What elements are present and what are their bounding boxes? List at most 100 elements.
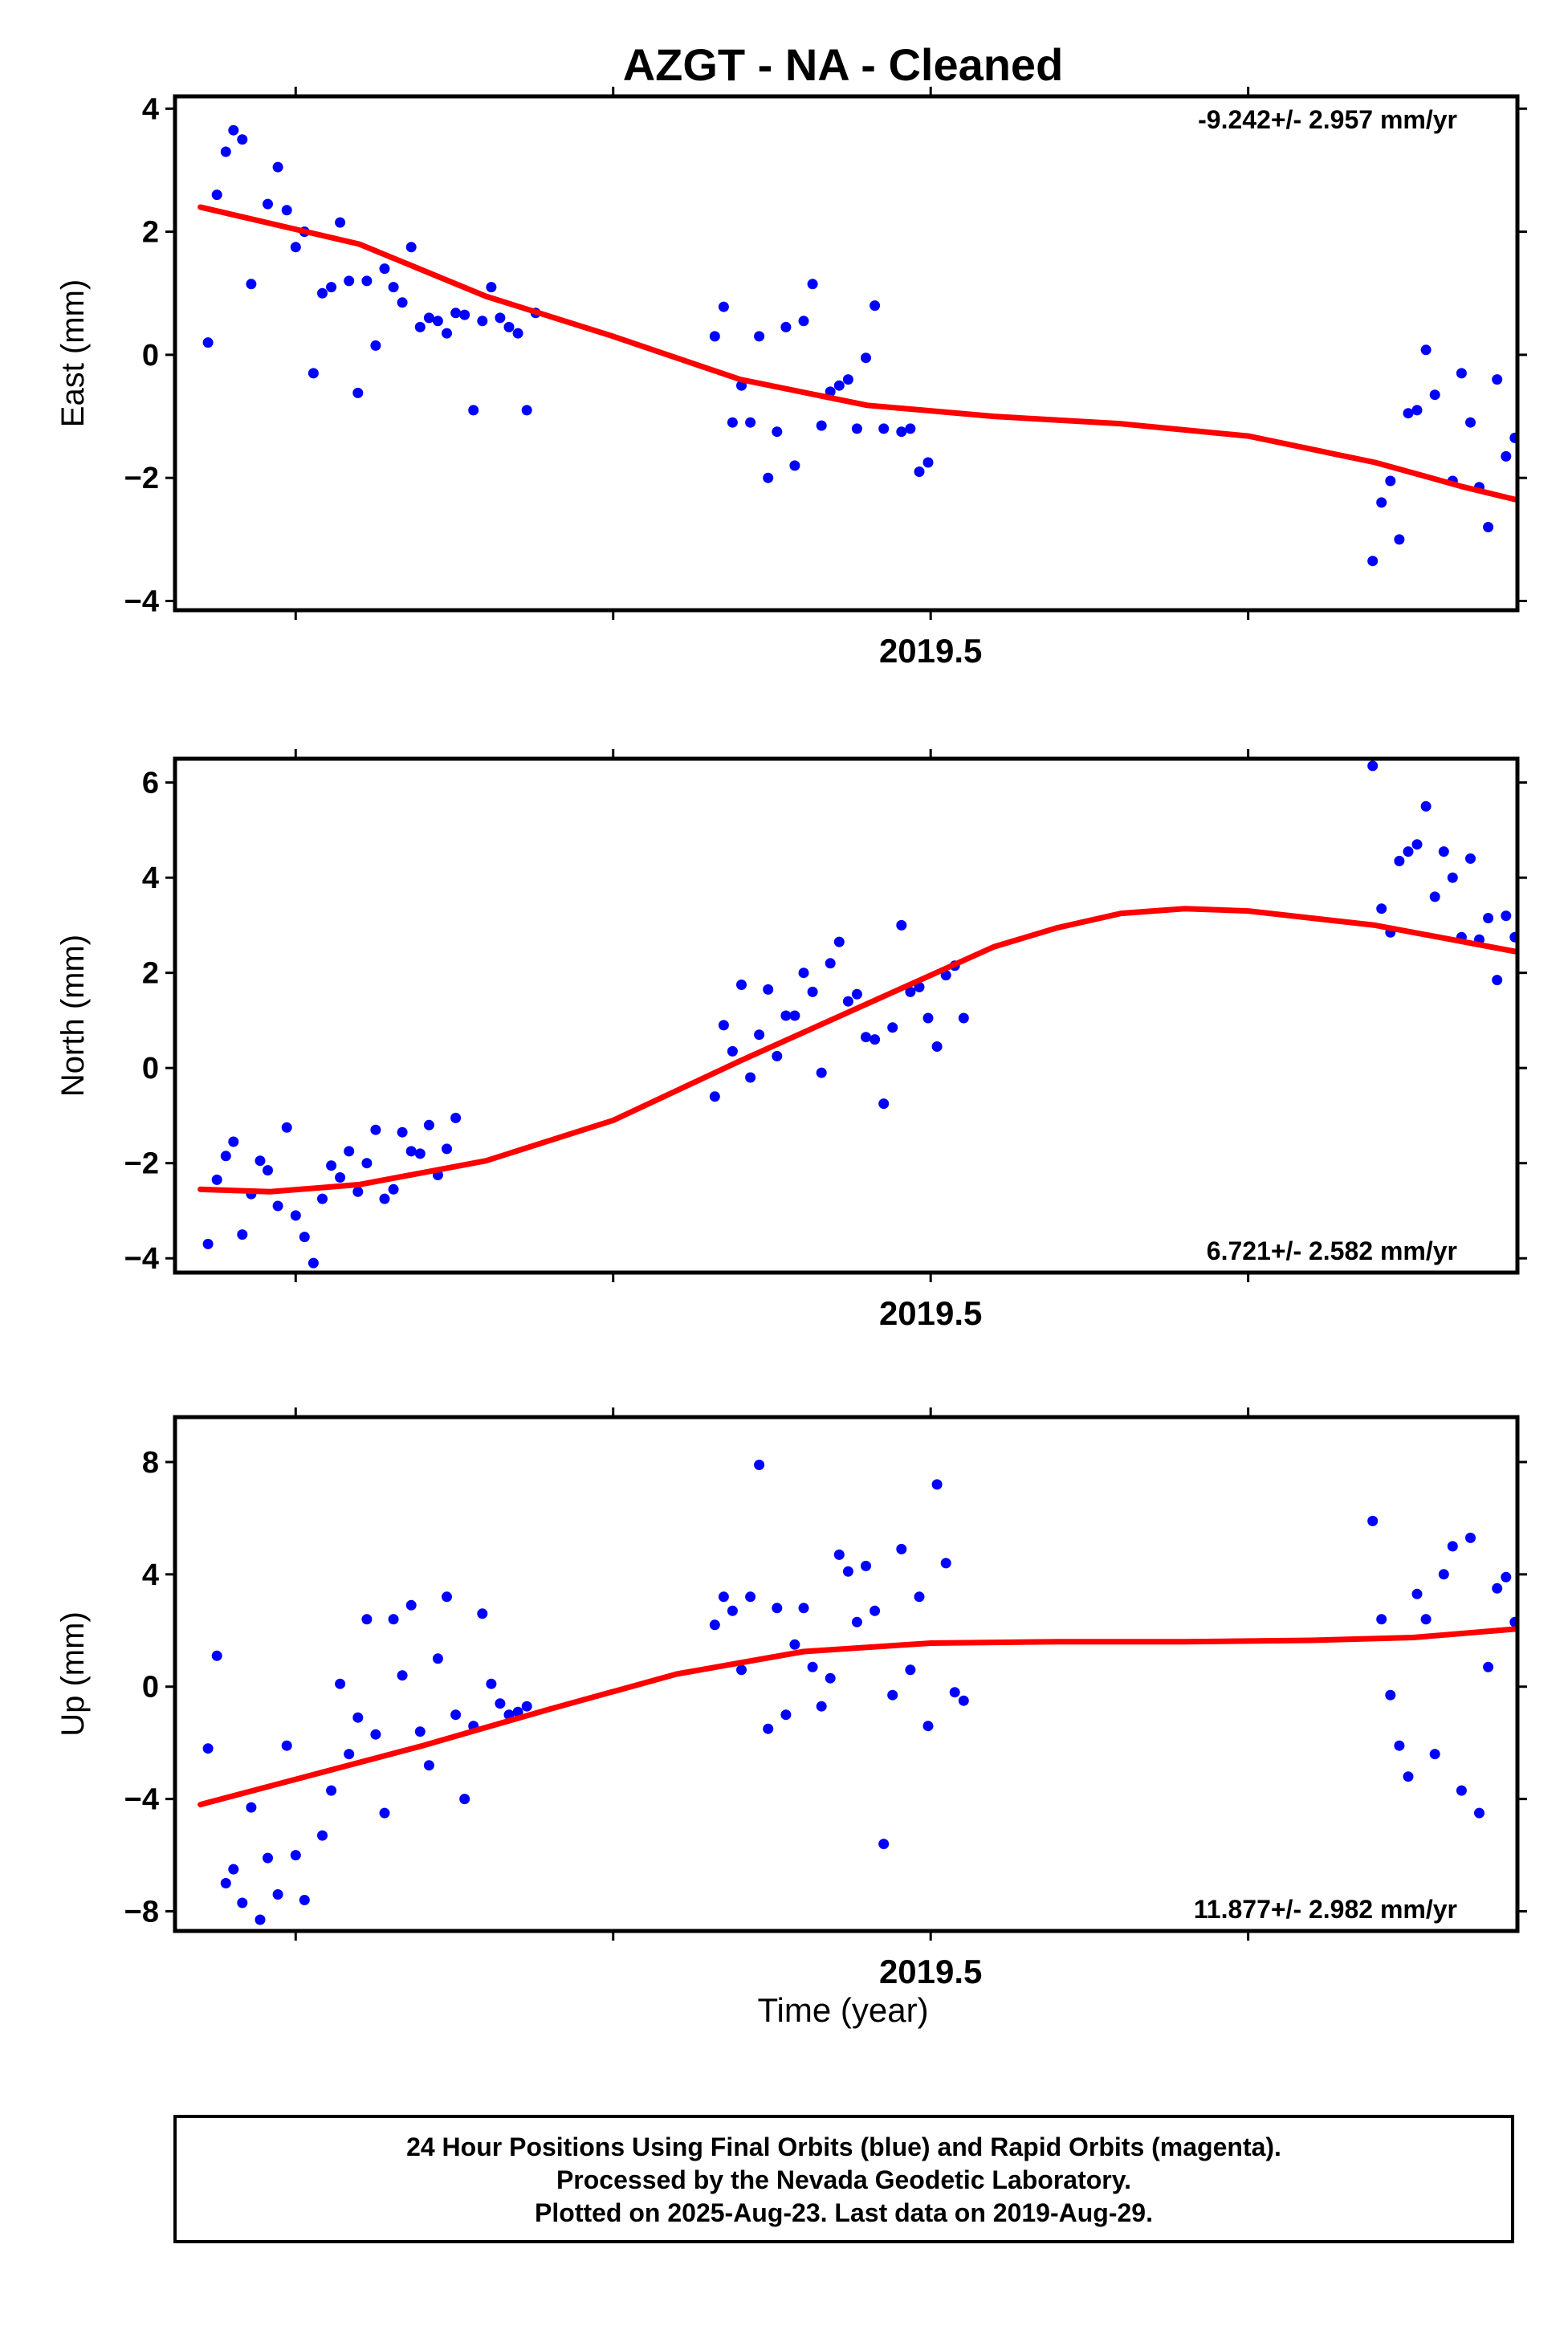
data-point [450, 1709, 462, 1721]
data-point [459, 1794, 470, 1805]
data-point [745, 1591, 756, 1603]
data-point [807, 986, 818, 997]
data-point [763, 1723, 774, 1734]
data-point [220, 146, 231, 157]
data-point [745, 1072, 756, 1083]
data-point [414, 1148, 426, 1159]
data-point [290, 1850, 301, 1861]
data-point [202, 1238, 214, 1249]
data-point [1420, 1614, 1432, 1625]
data-point [754, 1460, 765, 1470]
data-point [290, 242, 301, 253]
data-point [388, 282, 399, 293]
data-point [1394, 534, 1405, 545]
data-point [870, 1605, 881, 1616]
data-point [521, 1701, 532, 1712]
data-point [361, 275, 373, 287]
plot-frame [173, 94, 1520, 613]
panel-3: −8 −4 0 4 8 2019.5 Up (mm) 11.877+/- 2.982 mm/y… [55, 1407, 1527, 1990]
data-point [789, 460, 800, 471]
data-point [459, 309, 470, 320]
data-point [442, 1143, 452, 1155]
y-tick-label: 4 [142, 862, 159, 895]
data-point [1376, 497, 1387, 508]
data-point [307, 368, 319, 379]
data-point [202, 337, 214, 348]
x-tick-label: 2019.5 [879, 1294, 982, 1332]
data-point [727, 1045, 738, 1057]
data-point [272, 161, 283, 173]
data-point [1394, 855, 1405, 866]
data-point [825, 1672, 836, 1684]
data-point [326, 282, 337, 293]
data-point [825, 386, 836, 397]
data-point [1403, 1771, 1414, 1782]
x-axis-label: Time (year) [757, 1991, 928, 2029]
data-point [1483, 522, 1494, 532]
footer-box-frame [173, 2115, 1514, 2243]
data-point [388, 1614, 399, 1625]
y-tick-label: 0 [142, 339, 159, 373]
data-point [763, 984, 774, 995]
data-point [237, 1229, 248, 1240]
data-point [870, 1034, 881, 1045]
data-point [379, 1193, 390, 1204]
data-point [940, 1558, 951, 1569]
data-point [842, 1566, 853, 1577]
data-point [816, 1067, 827, 1078]
data-point [423, 1119, 434, 1130]
data-point [442, 1591, 452, 1603]
data-point [379, 263, 390, 275]
data-point [405, 1146, 417, 1157]
y-tick-label: 4 [142, 1558, 159, 1592]
data-point [521, 405, 532, 416]
y-axis-label: East (mm) [55, 279, 91, 427]
data-point [727, 417, 738, 428]
data-point [1403, 408, 1414, 419]
panel-2: −4 −2 0 2 4 6 2019.5 North (mm) 6.721+/- 2.582 m… [55, 749, 1527, 1332]
data-point [833, 936, 845, 947]
data-point [789, 1010, 800, 1021]
data-point [1456, 368, 1467, 379]
data-point [1403, 846, 1414, 857]
data-point [397, 1670, 408, 1681]
data-point [344, 1749, 355, 1760]
data-point [512, 328, 523, 339]
data-point [727, 1605, 738, 1616]
data-point [896, 919, 907, 931]
data-point [352, 387, 364, 398]
data-point [1483, 913, 1494, 923]
data-point [442, 328, 452, 339]
data-point [1465, 853, 1476, 864]
data-point [887, 1022, 898, 1033]
fit-line [198, 906, 1517, 1195]
data-point [905, 986, 916, 997]
data-point [486, 282, 497, 293]
data-point [914, 1591, 925, 1603]
data-point [361, 1614, 373, 1625]
data-point [1492, 374, 1503, 385]
data-point [1447, 872, 1458, 883]
data-point [405, 1599, 417, 1611]
data-point [477, 1608, 488, 1619]
data-point [503, 321, 515, 332]
data-point [816, 1701, 827, 1712]
data-point [1385, 475, 1396, 487]
data-point [423, 312, 434, 324]
data-point [931, 1041, 943, 1052]
data-point [878, 423, 890, 434]
y-tick-label: −2 [124, 1147, 159, 1181]
data-point [949, 1687, 960, 1698]
data-point [780, 1010, 792, 1021]
data-point [958, 1695, 969, 1706]
data-point [326, 1785, 337, 1796]
data-point [736, 1664, 747, 1676]
data-point [798, 967, 809, 979]
data-point [1376, 903, 1387, 914]
data-point [772, 1603, 783, 1614]
data-point [718, 301, 729, 312]
data-point [861, 1560, 871, 1571]
data-point [780, 1709, 792, 1721]
data-point [807, 279, 818, 290]
